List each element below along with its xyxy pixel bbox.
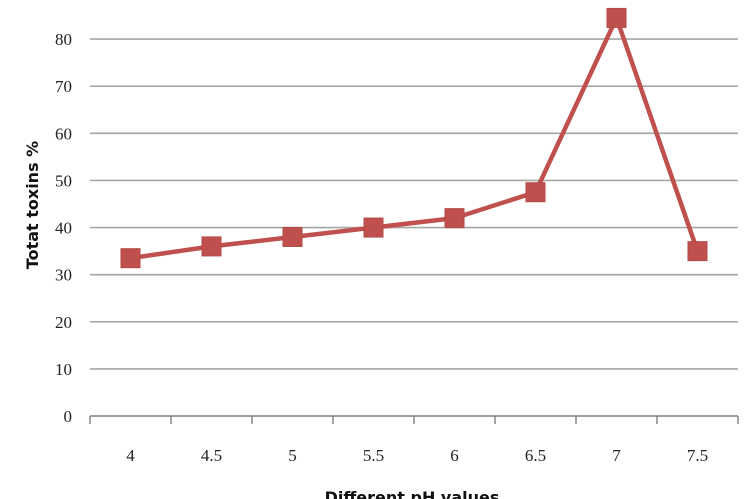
x-axis-title: Different pH values xyxy=(325,488,500,499)
gridlines xyxy=(90,38,738,370)
series-total-toxins xyxy=(120,7,708,269)
y-tick-label-20: 20 xyxy=(55,313,72,332)
x-tick-label-5-5: 5.5 xyxy=(363,446,384,465)
x-tick-label-6-5: 6.5 xyxy=(525,446,546,465)
x-axis-ticks: 4 4.5 5 5.5 6 6.5 7 7.5 xyxy=(89,416,739,465)
data-point-5-5 xyxy=(363,217,384,238)
data-point-6 xyxy=(444,208,465,229)
y-tick-label-40: 40 xyxy=(55,219,72,238)
y-axis-title: Totat toxins % xyxy=(23,141,42,269)
x-tick-label-5: 5 xyxy=(288,446,297,465)
y-tick-label-70: 70 xyxy=(55,77,72,96)
y-tick-label-0: 0 xyxy=(64,407,73,426)
x-tick-label-4: 4 xyxy=(126,446,135,465)
x-tick-label-4-5: 4.5 xyxy=(201,446,222,465)
data-point-7 xyxy=(606,7,627,28)
data-point-4 xyxy=(120,248,141,269)
y-tick-label-90: 90 xyxy=(55,0,72,2)
data-point-6-5 xyxy=(525,182,546,203)
y-tick-label-80: 80 xyxy=(55,30,72,49)
y-axis-ticks: 0 10 20 30 40 50 60 70 80 90 xyxy=(55,0,72,426)
x-tick-label-7: 7 xyxy=(612,446,621,465)
series-line xyxy=(130,15,700,261)
y-tick-label-50: 50 xyxy=(55,171,72,190)
data-point-5 xyxy=(282,226,303,247)
y-tick-label-10: 10 xyxy=(55,360,72,379)
data-point-7-5 xyxy=(687,241,708,262)
y-tick-label-60: 60 xyxy=(55,124,72,143)
x-tick-label-7-5: 7.5 xyxy=(687,446,708,465)
y-tick-label-30: 30 xyxy=(55,266,72,285)
x-tick-label-6: 6 xyxy=(450,446,459,465)
data-point-4-5 xyxy=(201,236,222,257)
